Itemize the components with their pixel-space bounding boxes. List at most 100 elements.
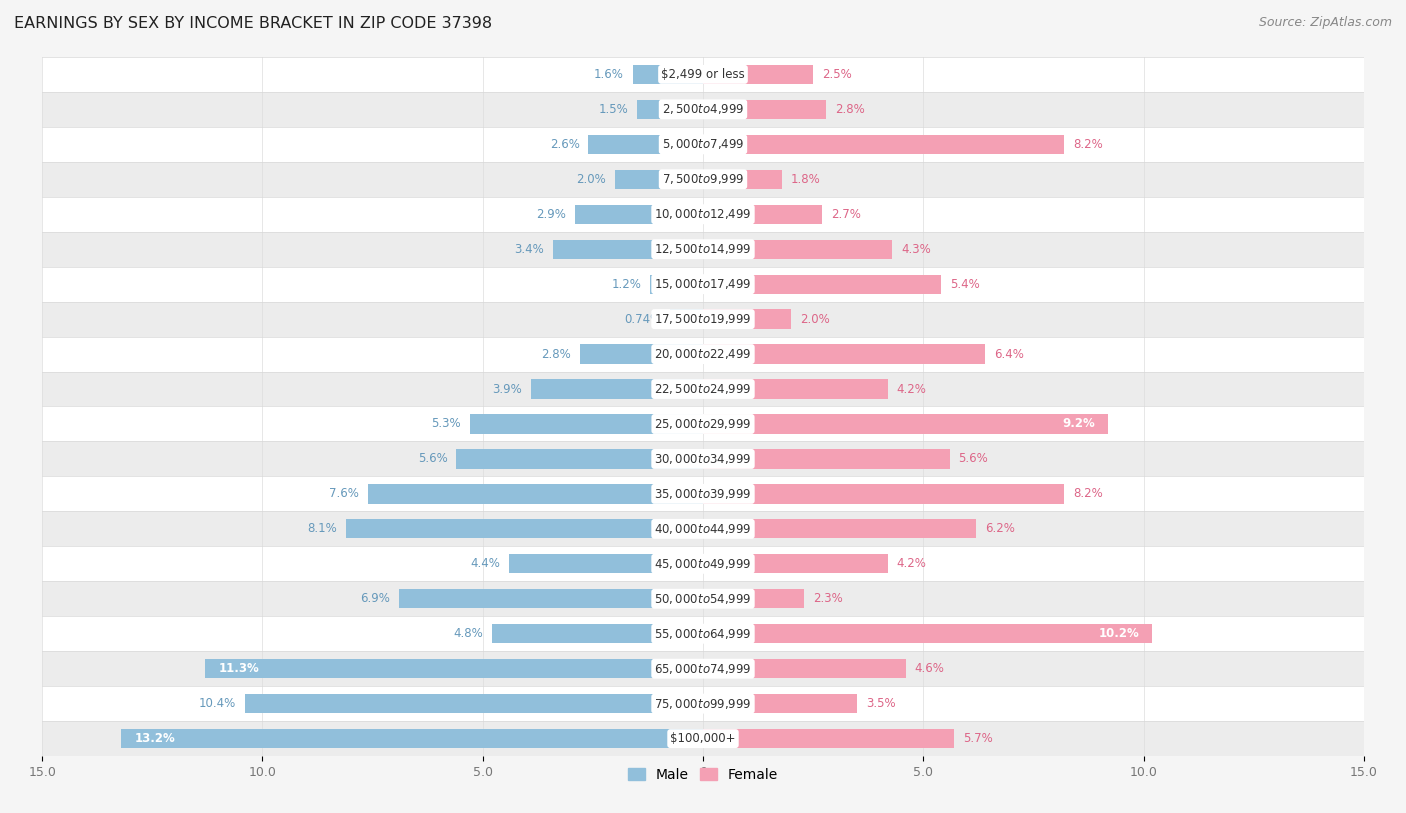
Bar	[703, 520, 976, 538]
Text: 2.0%: 2.0%	[576, 173, 606, 185]
Text: 8.2%: 8.2%	[1073, 138, 1102, 150]
Text: $15,000 to $17,499: $15,000 to $17,499	[654, 277, 752, 291]
Text: $55,000 to $64,999: $55,000 to $64,999	[654, 627, 752, 641]
Text: $30,000 to $34,999: $30,000 to $34,999	[654, 452, 752, 466]
Bar	[703, 415, 1108, 433]
Text: $17,500 to $19,999: $17,500 to $19,999	[654, 312, 752, 326]
Text: 2.3%: 2.3%	[813, 593, 842, 605]
Bar	[703, 275, 941, 293]
Text: 4.6%: 4.6%	[914, 663, 945, 675]
Text: 1.2%: 1.2%	[612, 278, 641, 290]
Text: 3.9%: 3.9%	[492, 383, 523, 395]
Text: 4.2%: 4.2%	[897, 558, 927, 570]
Text: 13.2%: 13.2%	[135, 733, 176, 745]
Bar	[637, 100, 703, 119]
Text: 10.4%: 10.4%	[198, 698, 236, 710]
Bar	[703, 589, 804, 608]
Text: 0.74%: 0.74%	[624, 313, 662, 325]
Text: 4.8%: 4.8%	[453, 628, 482, 640]
Text: 5.7%: 5.7%	[963, 733, 993, 745]
Bar	[703, 659, 905, 678]
Bar	[42, 372, 1364, 406]
Text: 2.9%: 2.9%	[537, 208, 567, 220]
Text: 8.1%: 8.1%	[308, 523, 337, 535]
Text: $22,500 to $24,999: $22,500 to $24,999	[654, 382, 752, 396]
Bar	[42, 127, 1364, 162]
Text: $5,000 to $7,499: $5,000 to $7,499	[662, 137, 744, 151]
Bar	[399, 589, 703, 608]
Bar	[703, 100, 827, 119]
Bar	[368, 485, 703, 503]
Text: 10.2%: 10.2%	[1098, 628, 1139, 640]
Text: 3.5%: 3.5%	[866, 698, 896, 710]
Bar	[589, 135, 703, 154]
Text: $20,000 to $22,499: $20,000 to $22,499	[654, 347, 752, 361]
Bar	[703, 310, 792, 328]
Bar	[42, 302, 1364, 337]
Text: Source: ZipAtlas.com: Source: ZipAtlas.com	[1258, 16, 1392, 29]
Text: 2.7%: 2.7%	[831, 208, 860, 220]
Bar	[531, 380, 703, 398]
Text: $12,500 to $14,999: $12,500 to $14,999	[654, 242, 752, 256]
Bar	[703, 450, 949, 468]
Text: $75,000 to $99,999: $75,000 to $99,999	[654, 697, 752, 711]
Bar	[703, 170, 782, 189]
Bar	[703, 65, 813, 84]
Text: 11.3%: 11.3%	[218, 663, 259, 675]
Text: 7.6%: 7.6%	[329, 488, 360, 500]
Text: 1.8%: 1.8%	[792, 173, 821, 185]
Text: 1.6%: 1.6%	[593, 68, 624, 80]
Text: 6.2%: 6.2%	[986, 523, 1015, 535]
Text: 5.3%: 5.3%	[432, 418, 461, 430]
Bar	[42, 476, 1364, 511]
Bar	[42, 546, 1364, 581]
Text: 2.5%: 2.5%	[823, 68, 852, 80]
Bar	[42, 197, 1364, 232]
Bar	[671, 310, 703, 328]
Bar	[346, 520, 703, 538]
Bar	[703, 135, 1064, 154]
Bar	[703, 694, 858, 713]
Text: $2,499 or less: $2,499 or less	[661, 68, 745, 80]
Text: 2.8%: 2.8%	[835, 103, 865, 115]
Bar	[457, 450, 703, 468]
Text: 2.6%: 2.6%	[550, 138, 579, 150]
Bar	[703, 240, 893, 259]
Text: 2.0%: 2.0%	[800, 313, 830, 325]
Bar	[42, 232, 1364, 267]
Text: 5.4%: 5.4%	[949, 278, 980, 290]
Legend: Male, Female: Male, Female	[623, 763, 783, 788]
Bar	[650, 275, 703, 293]
Bar	[633, 65, 703, 84]
Bar	[42, 92, 1364, 127]
Bar	[553, 240, 703, 259]
Text: 5.6%: 5.6%	[418, 453, 447, 465]
Bar	[42, 57, 1364, 92]
Text: 4.3%: 4.3%	[901, 243, 931, 255]
Bar	[205, 659, 703, 678]
Bar	[42, 337, 1364, 372]
Bar	[703, 554, 889, 573]
Text: 2.8%: 2.8%	[541, 348, 571, 360]
Text: 9.2%: 9.2%	[1063, 418, 1095, 430]
Text: 5.6%: 5.6%	[959, 453, 988, 465]
Text: $45,000 to $49,999: $45,000 to $49,999	[654, 557, 752, 571]
Bar	[42, 651, 1364, 686]
Bar	[614, 170, 703, 189]
Bar	[703, 729, 955, 748]
Bar	[42, 441, 1364, 476]
Text: $7,500 to $9,999: $7,500 to $9,999	[662, 172, 744, 186]
Text: 4.4%: 4.4%	[471, 558, 501, 570]
Text: 3.4%: 3.4%	[515, 243, 544, 255]
Text: $65,000 to $74,999: $65,000 to $74,999	[654, 662, 752, 676]
Bar	[575, 205, 703, 224]
Bar	[42, 162, 1364, 197]
Text: 4.2%: 4.2%	[897, 383, 927, 395]
Bar	[42, 721, 1364, 756]
Bar	[703, 345, 986, 363]
Bar	[470, 415, 703, 433]
Bar	[579, 345, 703, 363]
Bar	[703, 380, 889, 398]
Text: $50,000 to $54,999: $50,000 to $54,999	[654, 592, 752, 606]
Text: 1.5%: 1.5%	[599, 103, 628, 115]
